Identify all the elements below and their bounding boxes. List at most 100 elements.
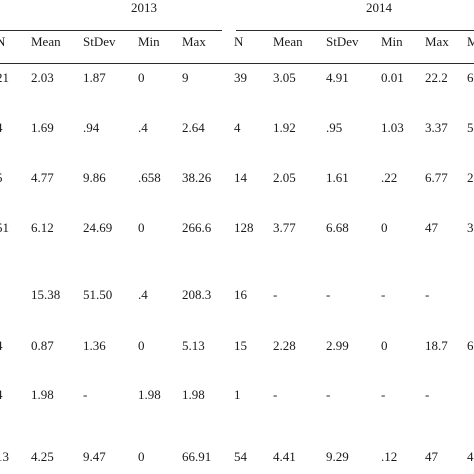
table-cell: 39	[234, 70, 247, 85]
column-header: Max	[425, 34, 449, 49]
table-cell: 66.91	[182, 449, 212, 464]
table-cell: 1.98	[138, 387, 161, 402]
table-cell: 266.6	[182, 220, 212, 235]
table-cell: 22.2	[425, 70, 448, 85]
table-cell: 4.25	[31, 449, 54, 464]
table-cell: 51.50	[83, 287, 113, 302]
table-cell: .94	[83, 120, 100, 135]
table-cell: 6	[467, 338, 474, 353]
table-cell: 5	[467, 120, 474, 135]
table-cell: 54	[234, 449, 247, 464]
table-cell: 4	[0, 387, 3, 403]
table-cell: 1.69	[31, 120, 54, 135]
table-cell: -	[83, 387, 88, 402]
table-cell: 51	[0, 220, 9, 235]
table-cell: 2.99	[326, 338, 349, 353]
table-cell: -	[273, 387, 278, 402]
table-cell: 6	[467, 70, 474, 85]
table-cell: 4.91	[326, 70, 349, 85]
table-cell: 1.98	[31, 387, 54, 402]
table-cell: 1.92	[273, 120, 296, 135]
table-cell: 3.77	[273, 220, 296, 235]
table-cell: 5.13	[182, 338, 205, 353]
table-cell: 6.68	[326, 220, 349, 235]
table-cell: .4	[138, 120, 148, 135]
table-cell: 9.86	[83, 170, 106, 185]
table-cell: .12	[381, 449, 398, 464]
table-cell: 4	[0, 120, 3, 136]
table-cell: 9.29	[326, 449, 349, 464]
table-cell: -	[273, 287, 278, 302]
table-cell: 0	[138, 70, 145, 85]
table-cell: 4	[0, 338, 3, 354]
table-cell: 2.28	[273, 338, 296, 353]
table-cell: 24.69	[83, 220, 113, 235]
table-cell: 0.87	[31, 338, 54, 353]
table-cell: -	[326, 287, 331, 302]
column-header: N	[0, 34, 6, 49]
table-cell: 4.77	[31, 170, 54, 185]
group-underline-2014	[236, 30, 474, 31]
table-cell: 1.87	[83, 70, 106, 85]
table-cell: 5	[0, 170, 3, 186]
table-cell: 2	[467, 170, 474, 185]
table-cell: 6.77	[425, 170, 448, 185]
table-cell: 0	[138, 220, 145, 235]
table-cell: 128	[234, 220, 254, 235]
column-header: N	[234, 34, 244, 49]
table-cell: -	[381, 387, 386, 402]
table-cell: 4	[467, 449, 474, 464]
table-cell: 1	[234, 387, 241, 402]
table-cell: 0	[138, 449, 145, 464]
table-cell: 21	[0, 70, 9, 85]
table-cell: -	[381, 287, 386, 302]
table-cell: 18.7	[425, 338, 448, 353]
table-cell: 3	[467, 220, 474, 235]
table-cell: 1.03	[381, 120, 404, 135]
column-header: StDev	[326, 34, 359, 49]
column-header: Max	[182, 34, 206, 49]
table-cell: 15.38	[31, 287, 61, 302]
table-cell: -	[425, 287, 430, 302]
table-cell: -	[425, 387, 430, 402]
table-cell: 1.36	[83, 338, 106, 353]
table-cell: 9.47	[83, 449, 106, 464]
table-cell: 38.26	[182, 170, 212, 185]
table-cell: .95	[326, 120, 343, 135]
table-cell: 0.01	[381, 70, 404, 85]
table-cell: 2.64	[182, 120, 205, 135]
table-cell: 208.3	[182, 287, 212, 302]
year-header-2014: 2014	[366, 0, 392, 15]
table-cell: 47	[425, 449, 438, 464]
table-cell: 16	[234, 287, 247, 302]
table-cell: 1.61	[326, 170, 349, 185]
table-cell: 15	[234, 338, 247, 353]
table-cell: .658	[138, 170, 161, 185]
year-header-2013: 2013	[131, 0, 157, 15]
column-header: StDev	[83, 34, 116, 49]
column-header: Mean	[31, 34, 61, 49]
table-cell: 4.41	[273, 449, 296, 464]
header-rule	[0, 63, 474, 64]
column-header: Min	[138, 34, 160, 49]
table-cell: -	[326, 387, 331, 402]
table-cell: 13	[0, 449, 9, 464]
table-cell: .22	[381, 170, 398, 185]
table-cell: 0	[381, 220, 388, 235]
table-cell: .4	[138, 287, 148, 302]
table-cell: 3.05	[273, 70, 296, 85]
table-cell: 14	[234, 170, 247, 185]
column-header: M	[467, 34, 474, 49]
table-cell: 4	[234, 120, 241, 135]
table-cell: 0	[381, 338, 388, 353]
table-cell: 2.05	[273, 170, 296, 185]
table-cell: 2.03	[31, 70, 54, 85]
table-cell: 6.12	[31, 220, 54, 235]
column-header: Mean	[273, 34, 303, 49]
table-cell: 1.98	[182, 387, 205, 402]
table-cell: 0	[138, 338, 145, 353]
table-cell: 9	[182, 70, 189, 85]
table-cell: 47	[425, 220, 438, 235]
table-cell: 3.37	[425, 120, 448, 135]
